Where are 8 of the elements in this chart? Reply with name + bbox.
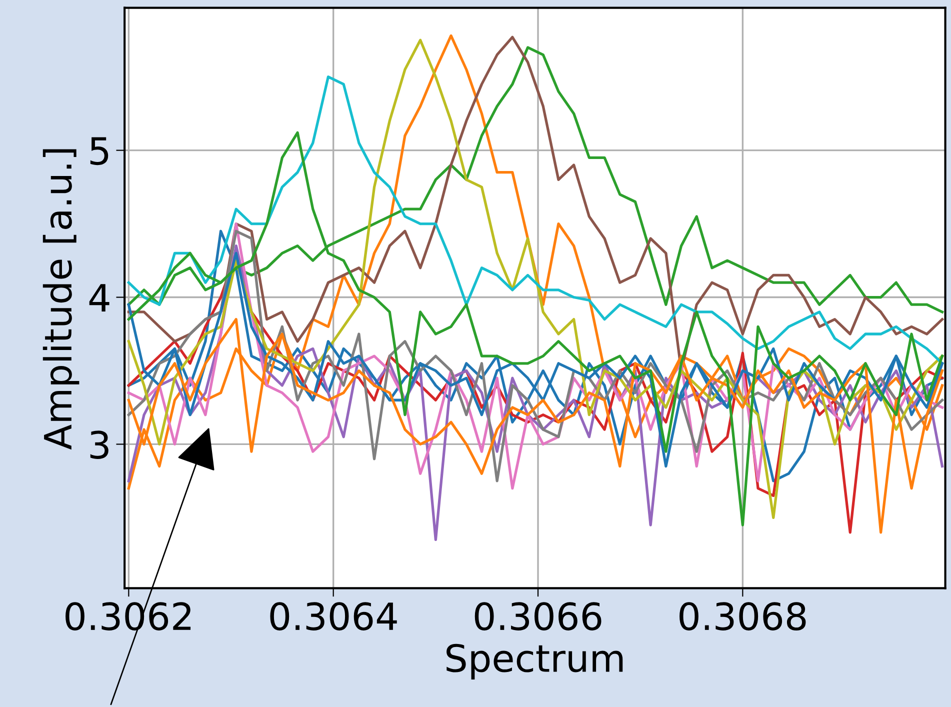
x-tick-label: 0.3064 xyxy=(270,602,397,630)
y-tick-label: 5 xyxy=(90,137,108,166)
x-tick-label: 0.3068 xyxy=(680,602,806,630)
x-tick-label: 0.3066 xyxy=(474,602,602,630)
y-axis-title: Amplitude [a.u.] xyxy=(42,149,80,450)
y-tick-label: 4 xyxy=(89,284,110,312)
x-axis-title: Spectrum xyxy=(446,644,623,680)
y-tick-label: 3 xyxy=(90,430,108,459)
